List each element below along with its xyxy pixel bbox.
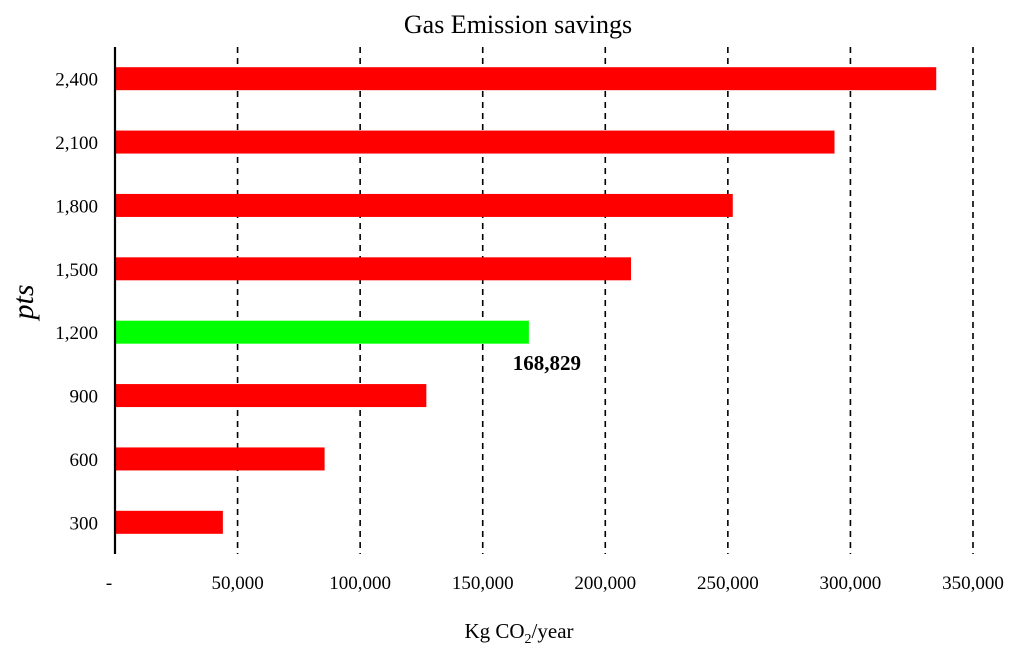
x-tick-label: 200,000 bbox=[574, 573, 636, 594]
y-tick-label: 1,200 bbox=[55, 323, 98, 344]
x-tick-label: 300,000 bbox=[820, 573, 882, 594]
data-label: 168,829 bbox=[513, 351, 581, 375]
x-tick-label: 50,000 bbox=[211, 573, 263, 594]
x-tick-labels: - 50,000 100,000 150,000 200,000 250,000 300,0… bbox=[106, 573, 1004, 594]
y-tick-label: 2,100 bbox=[55, 133, 98, 154]
bar bbox=[115, 384, 427, 408]
x-tick-label: 350,000 bbox=[942, 573, 1004, 594]
chart-title: Gas Emission savings bbox=[404, 10, 632, 39]
x-axis-label-subscript: 2 bbox=[525, 632, 532, 647]
y-tick-label: 2,400 bbox=[55, 70, 98, 91]
bars: 168,829 bbox=[115, 67, 937, 534]
x-axis-label-suffix: /year bbox=[532, 619, 574, 643]
x-tick-label: 100,000 bbox=[329, 573, 391, 594]
bar bbox=[115, 67, 937, 91]
y-tick-label: 600 bbox=[70, 450, 99, 471]
y-tick-label: 300 bbox=[70, 513, 99, 534]
gridlines bbox=[236, 47, 974, 554]
bar-highlighted bbox=[115, 320, 529, 344]
x-axis-label-prefix: Kg CO bbox=[464, 619, 524, 643]
x-tick-label: - bbox=[106, 573, 112, 594]
bar bbox=[115, 130, 835, 154]
y-tick-label: 900 bbox=[70, 387, 99, 408]
x-axis-label: Kg CO2/year bbox=[464, 619, 573, 647]
x-tick-label: 150,000 bbox=[452, 573, 514, 594]
bar bbox=[115, 510, 223, 534]
bar bbox=[115, 257, 632, 281]
bar bbox=[115, 193, 733, 217]
bar bbox=[115, 447, 325, 471]
x-tick-label: 250,000 bbox=[697, 573, 759, 594]
y-axis-label: pts bbox=[7, 284, 40, 321]
y-tick-labels: 300 600 900 1,200 1,500 1,800 2,100 2,400 bbox=[55, 70, 98, 535]
y-tick-label: 1,800 bbox=[55, 196, 98, 217]
y-tick-label: 1,500 bbox=[55, 260, 98, 281]
